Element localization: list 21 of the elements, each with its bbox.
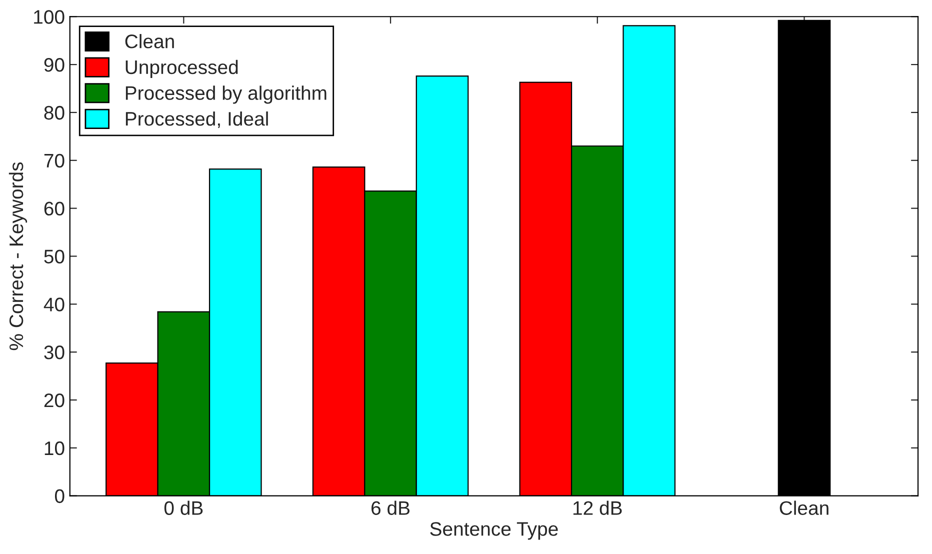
y-axis-title: % Correct - Keywords <box>8 162 28 350</box>
legend-label: Unprocessed <box>126 60 238 78</box>
legend-label: Processed, Ideal <box>126 111 268 128</box>
x-tick-label: 6 dB <box>372 500 410 515</box>
y-tick-label: 70 <box>44 154 64 168</box>
x-axis-title: Sentence Type <box>430 522 558 540</box>
y-tick-label: 50 <box>44 250 64 264</box>
y-tick-label: 10 <box>44 441 64 456</box>
y-tick-label: 100 <box>34 10 64 24</box>
y-tick-label: 0 <box>54 489 64 504</box>
x-tick-label: 0 dB <box>164 500 203 515</box>
y-tick-label: 20 <box>44 393 64 408</box>
x-tick-label: Clean <box>780 500 828 515</box>
y-tick-label: 90 <box>44 58 64 72</box>
legend-label: Clean <box>125 34 174 48</box>
y-tick-label: 60 <box>44 202 64 216</box>
legend-label: Processed by algorithm <box>126 86 326 104</box>
y-tick-label: 80 <box>44 106 64 120</box>
y-tick-label: 30 <box>44 346 64 360</box>
x-tick-label: 12 dB <box>573 500 622 515</box>
y-tick-label: 40 <box>44 298 64 312</box>
